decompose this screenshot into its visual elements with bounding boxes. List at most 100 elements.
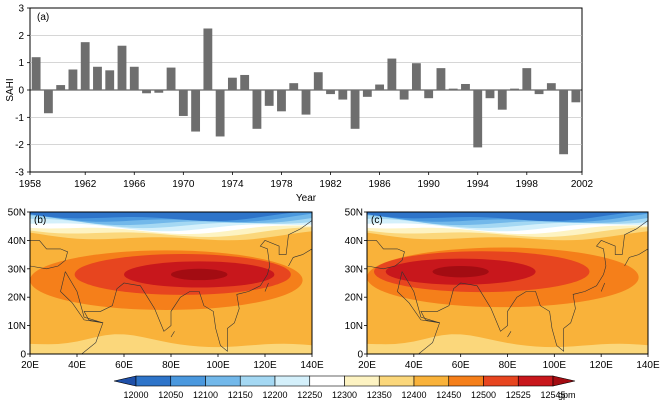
x-tick-label: 1986	[368, 179, 391, 190]
colorbar-label: 12300	[332, 390, 357, 400]
coastline	[397, 271, 441, 354]
coastline	[170, 331, 175, 338]
contour-core	[432, 265, 489, 278]
coastline	[401, 220, 648, 352]
y-tick-label: 1	[18, 58, 24, 69]
map-ticks-c: 20E 40E 60E 80E 100E 120E 140E 50N 40N 30N 20N 10N 0	[345, 208, 660, 372]
bar	[68, 69, 78, 90]
lat-tick-label: 0	[357, 350, 363, 361]
map-panel-b: 20E 40E 60E 80E 100E 120E 140E 50N 40N 30N 20N 10N 0…	[8, 208, 324, 372]
lon-tick-label: 20E	[21, 360, 39, 371]
panel-label-b: (b)	[34, 215, 46, 226]
colorbar-box	[309, 375, 345, 387]
coastline	[367, 240, 405, 270]
bar	[240, 74, 250, 90]
lat-tick-label: 50N	[345, 208, 363, 219]
x-tick-label: 1998	[516, 179, 539, 190]
bar	[264, 90, 274, 106]
lon-tick-label: 20E	[358, 360, 376, 371]
colorbar-label: 12100	[193, 390, 218, 400]
colorbar-label: 12000	[123, 390, 148, 400]
lat-tick-label: 20N	[8, 293, 26, 304]
bar	[154, 90, 164, 93]
y-tick-label: 2	[18, 31, 24, 42]
bar	[338, 90, 348, 100]
bar	[326, 90, 335, 95]
y-tick-label: -3	[15, 168, 24, 179]
bar	[399, 90, 409, 100]
x-tick-label: 1962	[74, 179, 97, 190]
bar	[571, 90, 581, 103]
bar	[117, 45, 127, 90]
lon-tick-label: 60E	[115, 360, 133, 371]
lat-tick-label: 0	[20, 350, 26, 361]
colorbar-label: 12150	[228, 390, 253, 400]
bar	[350, 90, 360, 129]
colorbar-label: 12250	[297, 390, 322, 400]
colorbar-box	[170, 375, 206, 387]
bar	[129, 66, 139, 90]
bar	[448, 88, 458, 90]
bar	[166, 67, 176, 90]
bar	[546, 83, 556, 90]
contour-field-c	[367, 212, 648, 354]
x-axis-label: Year	[296, 193, 317, 204]
x-tick-label: 1990	[418, 179, 441, 190]
contour-field-b	[30, 212, 312, 354]
x-axis-ticks: 1958 1962 1966 1970 1974 1978 1982 1986 1990 1994…	[19, 172, 594, 190]
colorbar-box	[205, 375, 241, 387]
panel-label-a: (a)	[37, 12, 49, 23]
y-axis-label: SAHI	[5, 78, 16, 101]
colorbar-box	[344, 375, 380, 387]
bar	[227, 77, 237, 90]
bar	[31, 57, 41, 90]
lon-tick-label: 140E	[300, 360, 324, 371]
x-tick-label: 1982	[319, 179, 342, 190]
coastline	[30, 240, 68, 270]
lon-tick-label: 120E	[589, 360, 613, 371]
bar	[362, 90, 372, 97]
bar	[301, 90, 311, 115]
colorbar-label: 12500	[471, 390, 496, 400]
lon-tick-label: 100E	[206, 360, 230, 371]
bar	[43, 90, 53, 114]
colorbar-box	[135, 375, 172, 387]
coastline	[288, 247, 312, 267]
colorbar-box	[274, 375, 311, 387]
y-axis-ticks: 3 2 1 0 -1 -2 -3	[15, 4, 30, 179]
bar	[56, 85, 66, 90]
bar	[424, 90, 434, 99]
bar	[510, 88, 519, 90]
lon-tick-label: 140E	[636, 360, 660, 371]
lat-tick-label: 20N	[345, 293, 363, 304]
colorbar-box	[413, 375, 450, 387]
coastline	[65, 220, 312, 352]
x-tick-label: 1970	[172, 179, 195, 190]
y-tick-label: 3	[18, 4, 24, 15]
coastline-b	[30, 220, 312, 354]
lat-tick-label: 50N	[8, 208, 26, 219]
contour-core	[171, 268, 228, 281]
bar	[461, 83, 470, 90]
lat-tick-label: 30N	[8, 264, 26, 275]
contour-band	[30, 334, 312, 354]
colorbar-box	[448, 375, 484, 387]
colorbar-box	[483, 375, 519, 387]
bar-series	[31, 28, 581, 155]
colorbar-label: 12545	[540, 390, 565, 400]
bar	[203, 28, 213, 90]
lon-tick-label: 60E	[452, 360, 470, 371]
bar	[191, 90, 201, 132]
lon-tick-label: 40E	[405, 360, 423, 371]
bar	[313, 72, 323, 90]
bar	[142, 90, 151, 94]
coastline-c	[367, 220, 648, 354]
contour-band	[367, 334, 648, 354]
bar	[215, 90, 225, 137]
map-ticks-b: 20E 40E 60E 80E 100E 120E 140E 50N 40N 30N 20N 10N 0	[8, 208, 324, 372]
colorbar-label: 12450	[436, 390, 461, 400]
colorbar-label: 12350	[367, 390, 392, 400]
x-tick-label: 1994	[467, 179, 490, 190]
lon-tick-label: 40E	[68, 360, 86, 371]
